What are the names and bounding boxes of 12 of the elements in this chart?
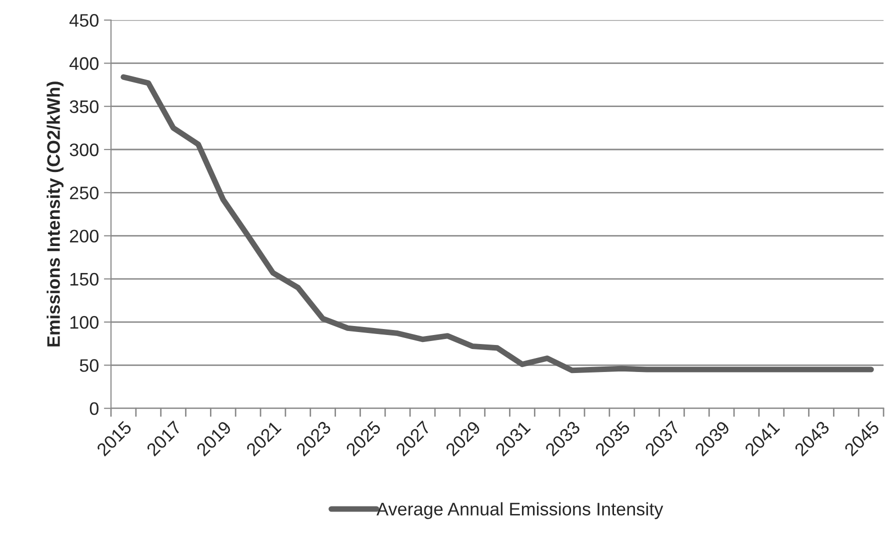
y-tick-label: 100 <box>70 316 98 329</box>
y-tick-label: 50 <box>80 359 98 372</box>
y-tick-label: 0 <box>90 402 98 416</box>
y-tick-label: 250 <box>70 186 98 200</box>
y-tick-label: 400 <box>69 57 98 70</box>
legend-label: Average Annual Emissions Intensity <box>376 502 664 520</box>
y-tick-label: 300 <box>70 143 98 156</box>
y-tick-label: 350 <box>70 100 98 114</box>
y-tick-label: 450 <box>69 14 98 27</box>
y-axis-title: Emissions Intensity (CO2/kWh) <box>46 82 64 346</box>
y-tick-label: 200 <box>70 230 98 243</box>
y-tick-label: 150 <box>70 272 98 286</box>
